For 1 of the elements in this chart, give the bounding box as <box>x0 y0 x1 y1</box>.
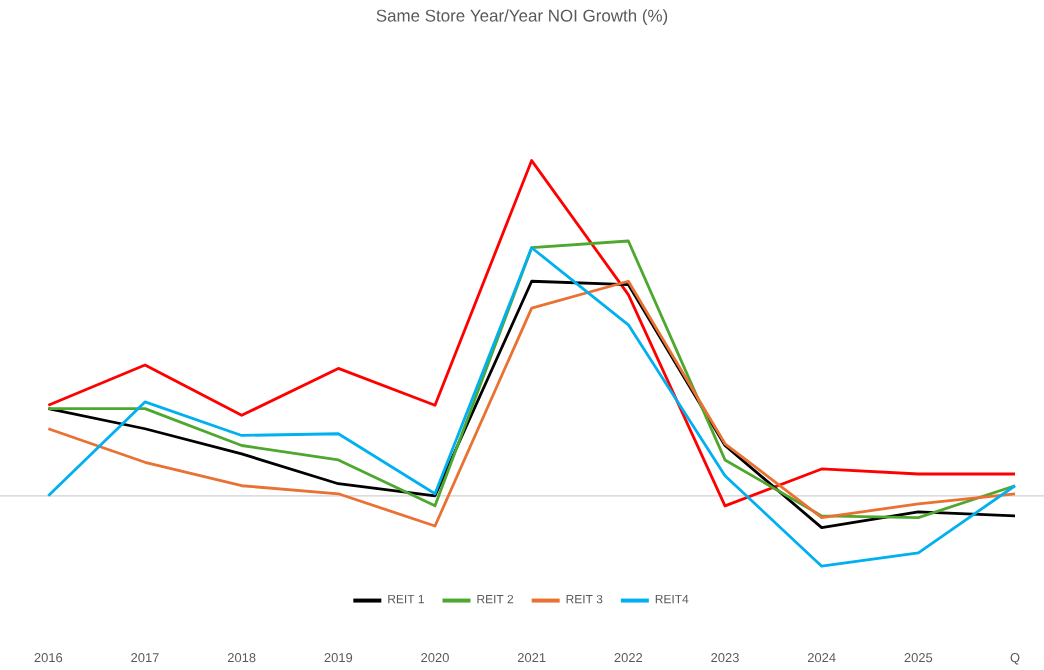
chart-title: Same Store Year/Year NOI Growth (%) <box>376 9 668 25</box>
